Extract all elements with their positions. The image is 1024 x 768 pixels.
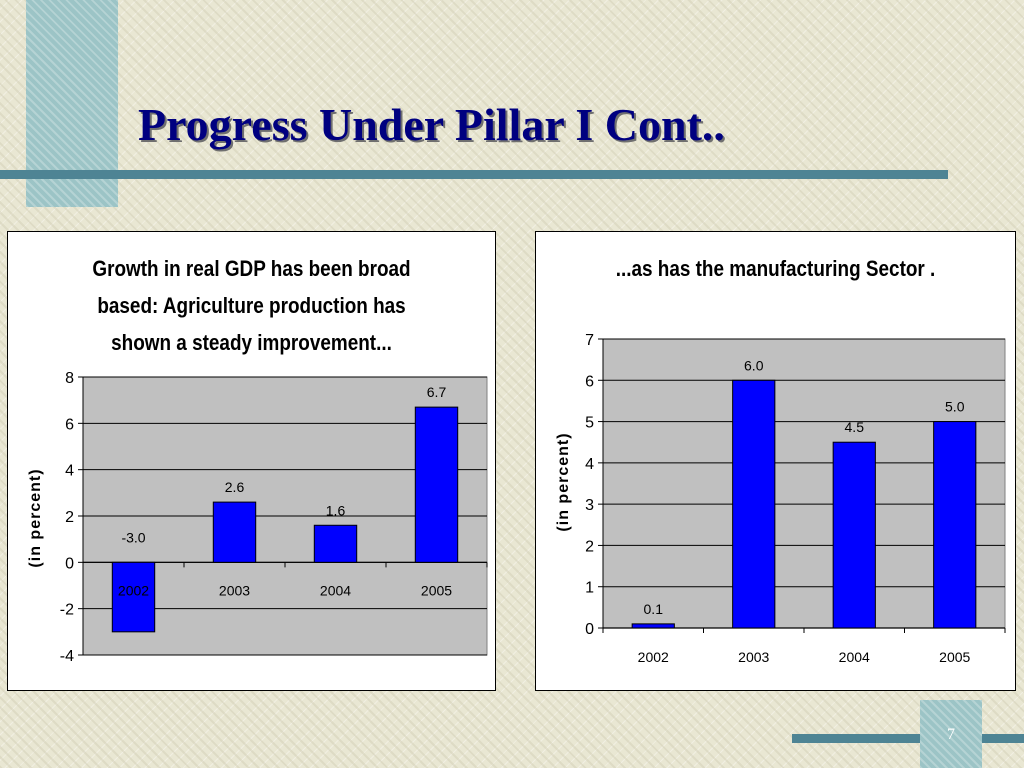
bar-2005	[414, 406, 459, 563]
page-number: 7	[947, 726, 955, 743]
bar-2004	[313, 524, 358, 563]
data-label: 2.6	[225, 479, 245, 495]
x-tick-label: 2003	[219, 582, 250, 598]
bar-2002	[111, 561, 156, 633]
slide-title: Progress Under Pillar I Cont..	[138, 99, 725, 150]
x-tick-label: 2005	[939, 649, 970, 665]
data-label: 1.6	[326, 502, 346, 518]
y-tick-label: -2	[60, 602, 74, 619]
data-label: 4.5	[845, 419, 865, 435]
y-tick-label: 2	[65, 509, 74, 526]
y-tick-label: 0	[585, 621, 594, 638]
x-tick-label: 2004	[839, 649, 870, 665]
y-tick-label: -4	[60, 648, 74, 665]
y-tick-label: 6	[585, 373, 594, 390]
bar-2005	[933, 421, 977, 629]
chart-panel-manufacturing: ...as has the manufacturing Sector . (in…	[535, 231, 1016, 691]
y-tick-label: 7	[585, 332, 594, 349]
bar-2003	[732, 379, 776, 629]
y-tick-label: 1	[585, 580, 594, 597]
bar-2002	[631, 623, 675, 629]
chart-manufacturing: 0 1 2 3 4 5 6 7 0.1 2002 6.0 2003 4.5 2004 5.0 2005	[585, 332, 1006, 665]
y-tick-label: 8	[65, 370, 74, 387]
y-tick-label: 0	[65, 555, 74, 572]
chart-agriculture: -4 -2 0 2 4 6 8 -3.0 2002 2.6 2003 1.6 2004 6.7 2005	[60, 370, 488, 665]
data-label: 6.0	[744, 357, 764, 373]
decorative-rule-top	[0, 170, 948, 179]
x-tick-label: 2005	[421, 582, 452, 598]
x-tick-label: 2002	[118, 582, 149, 598]
y-tick-label: 6	[65, 416, 74, 433]
y-tick-label: 4	[585, 456, 594, 473]
bar-2003	[212, 501, 257, 563]
chart-panel-agriculture: Growth in real GDP has been broad based:…	[7, 231, 496, 691]
decorative-rule-bottom	[792, 734, 1024, 743]
x-tick-label: 2003	[738, 649, 769, 665]
chart-title: ...as has the manufacturing Sector .	[615, 256, 936, 281]
y-tick-label: 3	[585, 497, 594, 514]
data-label: 0.1	[644, 601, 664, 617]
data-label: 5.0	[945, 399, 965, 415]
decorative-square-bottom	[920, 700, 982, 768]
data-label: -3.0	[121, 529, 145, 545]
y-tick-label: 5	[585, 415, 594, 432]
x-tick-label: 2002	[638, 649, 669, 665]
y-tick-label: 2	[585, 538, 594, 555]
data-label: 6.7	[427, 384, 447, 400]
chart-title: Growth in real GDP has been broad based:…	[92, 256, 411, 355]
y-tick-label: 4	[65, 463, 74, 480]
bar-2004	[832, 441, 876, 629]
x-tick-label: 2004	[320, 582, 351, 598]
